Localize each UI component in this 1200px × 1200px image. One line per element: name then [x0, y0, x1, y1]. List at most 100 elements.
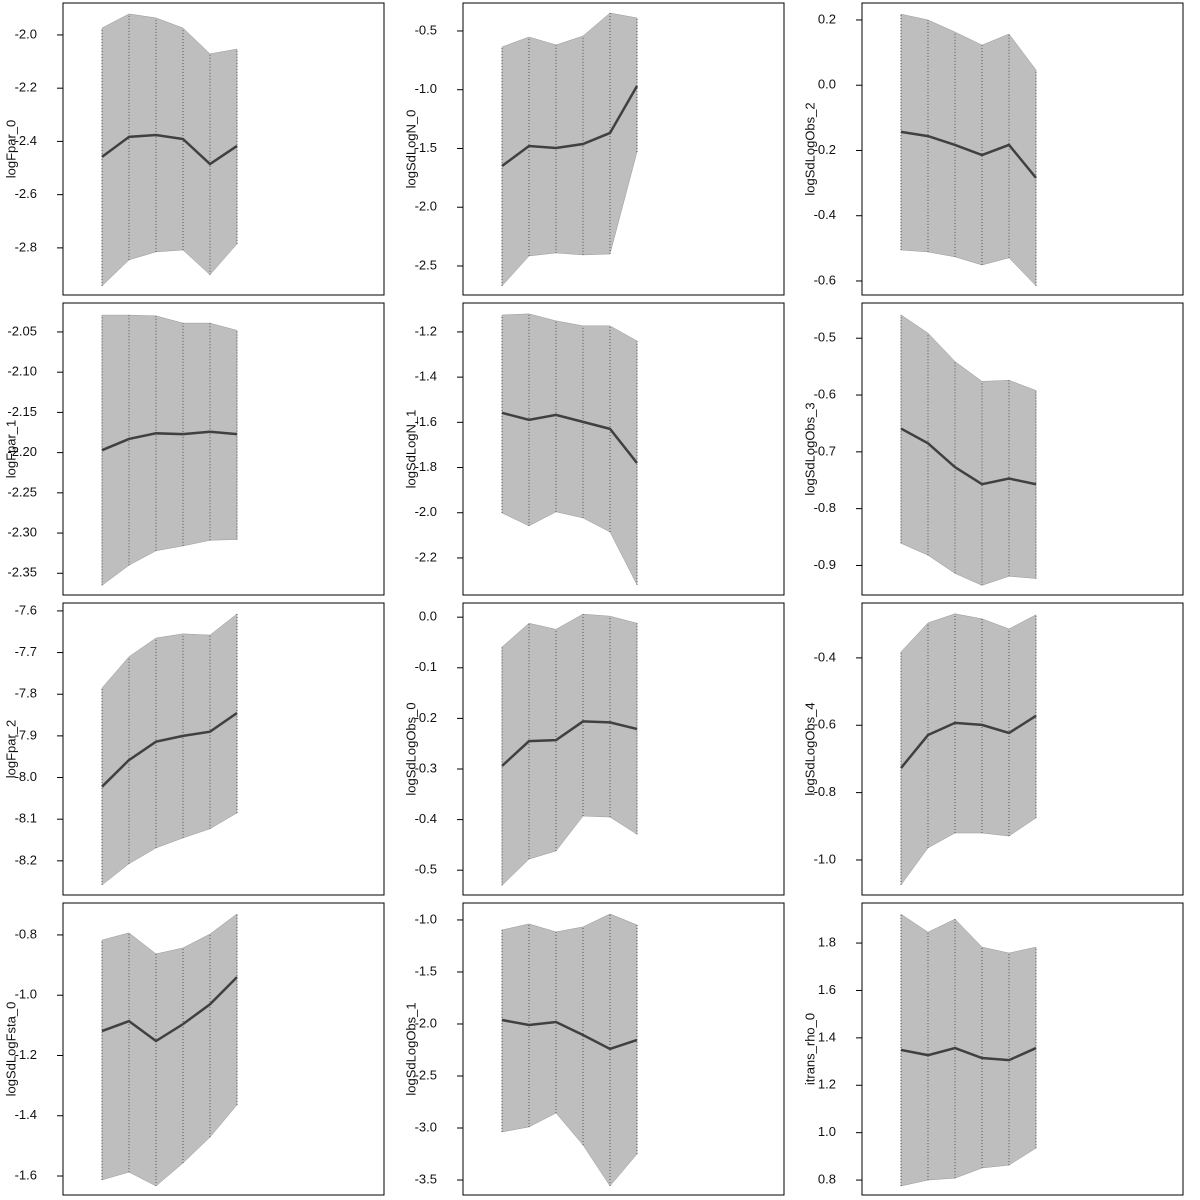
- y-tick-label: -0.1: [415, 659, 437, 674]
- y-tick-label: -2.2: [15, 80, 37, 95]
- y-axis-label: logSdLogN_1: [403, 410, 418, 489]
- y-tick-label: -3.5: [415, 1171, 437, 1186]
- y-tick-label: -0.8: [814, 500, 836, 515]
- y-axis-label: itrans_rho_0: [802, 1013, 817, 1085]
- y-tick-label: -2.8: [15, 239, 37, 254]
- interval-band: [101, 613, 238, 886]
- mean-line: [900, 714, 1037, 769]
- interval-band: [501, 613, 638, 886]
- y-tick-label: -7.9: [15, 727, 37, 742]
- y-tick-label: -1.0: [415, 911, 437, 926]
- y-axis-label: logSdLogN_0: [403, 110, 418, 189]
- y-tick-label: 1.4: [818, 1029, 836, 1044]
- mean-line: [101, 711, 238, 788]
- y-tick-label: -0.5: [415, 22, 437, 37]
- y-tick-label: -1.2: [415, 323, 437, 338]
- mean-line: [900, 130, 1037, 179]
- y-tick-label: -0.5: [814, 330, 836, 345]
- plot-box: [462, 302, 785, 596]
- mean-line: [501, 85, 639, 167]
- y-tick-label: -2.35: [7, 565, 37, 580]
- mean-line: [101, 976, 238, 1043]
- y-tick-label: -0.6: [814, 386, 836, 401]
- mean-line: [501, 411, 638, 464]
- plot-box: [861, 902, 1184, 1196]
- interval-band: [900, 314, 1037, 586]
- y-tick-label: -2.0: [415, 1015, 437, 1030]
- y-tick-label: -8.0: [15, 769, 37, 784]
- y-tick-label: -0.2: [814, 142, 836, 157]
- mean-line: [101, 133, 238, 166]
- y-tick-label: -0.4: [814, 207, 836, 222]
- y-tick-label: -0.6: [814, 272, 836, 287]
- plot-box: [462, 2, 785, 296]
- y-tick-label: -1.4: [415, 369, 437, 384]
- y-tick-label: -0.6: [814, 717, 836, 732]
- plot-box: [62, 302, 385, 596]
- y-tick-label: -0.2: [415, 710, 437, 725]
- mean-line: [501, 720, 638, 767]
- y-tick-label: -1.8: [415, 459, 437, 474]
- interval-band: [101, 314, 238, 586]
- y-tick-label: -0.7: [814, 443, 836, 458]
- y-tick-label: -2.25: [7, 484, 37, 499]
- y-tick-label: -2.10: [7, 364, 37, 379]
- y-tick-label: -0.8: [814, 784, 836, 799]
- y-tick-label: -0.4: [415, 811, 437, 826]
- y-tick-label: 1.6: [818, 982, 836, 997]
- mean-line: [101, 430, 238, 452]
- interval-band: [900, 913, 1037, 1187]
- y-tick-label: -1.6: [15, 1167, 37, 1182]
- y-tick-label: -0.8: [15, 926, 37, 941]
- y-tick-label: -2.20: [7, 444, 37, 459]
- y-tick-label: -2.15: [7, 404, 37, 419]
- y-tick-label: -2.4: [15, 133, 37, 148]
- y-tick-label: -7.7: [15, 644, 37, 659]
- mean-line: [501, 1018, 638, 1051]
- plot-box: [861, 602, 1184, 896]
- y-axis-label: logSdLogObs_2: [802, 102, 817, 195]
- y-axis-label: logSdLogObs_0: [403, 702, 418, 795]
- y-axis-label: logFpar_1: [3, 420, 18, 479]
- y-tick-label: -0.4: [814, 649, 836, 664]
- y-tick-label: 1.8: [818, 934, 836, 949]
- y-tick-label: 0.2: [818, 11, 836, 26]
- y-tick-label: -1.5: [415, 963, 437, 978]
- plot-box: [62, 2, 385, 296]
- y-axis-label: logSdLogObs_3: [802, 402, 817, 495]
- y-tick-label: -0.9: [814, 557, 836, 572]
- y-tick-label: -2.5: [415, 1067, 437, 1082]
- plot-box: [62, 602, 385, 896]
- y-tick-label: -1.4: [15, 1107, 37, 1122]
- y-axis-label: logSdLogObs_4: [802, 702, 817, 795]
- y-tick-label: -1.0: [15, 987, 37, 1002]
- y-tick-label: -1.0: [814, 851, 836, 866]
- y-axis-label: logFpar_0: [3, 120, 18, 179]
- y-tick-label: -8.2: [15, 852, 37, 867]
- y-tick-label: 0.8: [818, 1172, 836, 1187]
- y-tick-label: -7.8: [15, 686, 37, 701]
- interval-band: [101, 913, 238, 1187]
- y-tick-label: -1.5: [415, 140, 437, 155]
- y-tick-label: 0.0: [419, 609, 437, 624]
- plot-box: [861, 302, 1184, 596]
- y-tick-label: -3.0: [415, 1119, 437, 1134]
- y-tick-label: 1.2: [818, 1077, 836, 1092]
- interval-band: [101, 13, 238, 287]
- plot-box: [861, 2, 1184, 296]
- y-tick-label: -7.6: [15, 602, 37, 617]
- plot-box: [462, 602, 785, 896]
- y-tick-label: -1.0: [415, 81, 437, 96]
- y-tick-label: -2.30: [7, 524, 37, 539]
- plot-box: [62, 902, 385, 1196]
- y-tick-label: -2.0: [15, 26, 37, 41]
- y-axis-label: logSdLogObs_1: [403, 1002, 418, 1095]
- y-tick-label: -2.2: [415, 549, 437, 564]
- y-axis-label: logFpar_2: [3, 720, 18, 779]
- y-tick-label: -2.6: [15, 186, 37, 201]
- mean-line: [900, 1046, 1037, 1062]
- y-tick-label: -2.05: [7, 323, 37, 338]
- y-tick-label: -1.6: [415, 414, 437, 429]
- y-tick-label: -2.5: [415, 257, 437, 272]
